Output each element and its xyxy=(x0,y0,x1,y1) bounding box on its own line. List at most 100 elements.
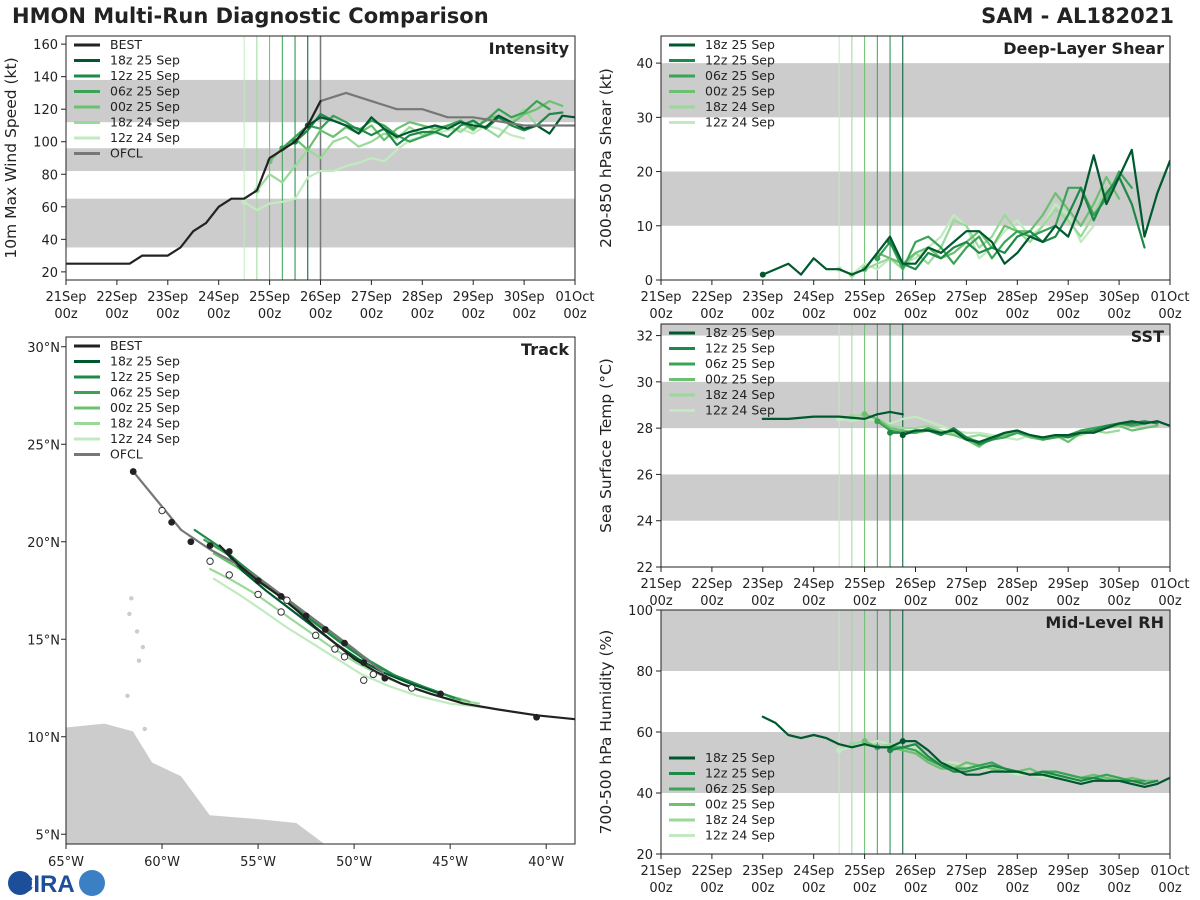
rh-legend-label: 18z 24 Sep xyxy=(705,812,775,827)
intensity-init-point xyxy=(241,198,248,205)
shear-series-line xyxy=(876,170,1133,271)
track-best-point xyxy=(437,690,444,698)
sst-xtick-day: 24Sep xyxy=(793,577,834,592)
track-best-point xyxy=(302,612,310,620)
shear-xtick-hour: 00z xyxy=(853,307,877,322)
shear-init-point xyxy=(874,255,881,262)
sst-init-point xyxy=(899,432,906,439)
rh-xtick-day: 22Sep xyxy=(691,864,732,879)
track-ytick-label: 20°N xyxy=(27,536,60,551)
sst-ytick-label: 26 xyxy=(636,468,653,483)
sst-xtick-hour: 00z xyxy=(1107,594,1131,609)
intensity-xtick-day: 22Sep xyxy=(96,290,137,305)
sst-xtick-hour: 00z xyxy=(751,594,775,609)
rh-legend-label: 18z 25 Sep xyxy=(705,750,775,765)
shear-ytick-label: 30 xyxy=(636,111,653,126)
rh-xtick-hour: 00z xyxy=(904,881,928,896)
intensity-xtick-day: 25Sep xyxy=(249,290,290,305)
sst-ytick-label: 32 xyxy=(636,330,653,345)
shear-xtick-hour: 00z xyxy=(649,307,673,322)
track-island xyxy=(134,629,140,634)
track-xtick-label: 55°W xyxy=(240,855,276,870)
intensity-xtick-day: 23Sep xyxy=(147,290,188,305)
cira-logo-text: CIRA xyxy=(16,871,75,898)
intensity-xtick-day: 27Sep xyxy=(351,290,392,305)
track-ytick-label: 10°N xyxy=(27,731,60,746)
rh-ytick-label: 20 xyxy=(636,848,653,863)
intensity-ytick-label: 40 xyxy=(41,233,58,248)
track-ytick-label: 30°N xyxy=(27,341,60,356)
sst-best-line xyxy=(761,410,904,420)
rh-xtick-day: 27Sep xyxy=(946,864,987,879)
track-open-point xyxy=(225,571,233,579)
track-xtick-label: 40°W xyxy=(528,855,564,870)
intensity-best-line xyxy=(66,99,322,265)
rh-ytick-label: 60 xyxy=(636,726,653,741)
sst-xtick-day: 21Sep xyxy=(640,577,681,592)
intensity-ylabel: 10m Max Wind Speed (kt) xyxy=(2,57,20,258)
intensity-xtick-day: 28Sep xyxy=(402,290,443,305)
track-island xyxy=(136,658,142,663)
rh-xtick-hour: 00z xyxy=(1107,881,1131,896)
track-open-point xyxy=(277,608,285,616)
intensity-legend-label: 00z 25 Sep xyxy=(110,99,180,114)
track-series-line xyxy=(209,567,481,705)
rh-title: Mid-Level RH xyxy=(1045,613,1164,632)
track-best-point xyxy=(187,538,195,546)
track-ofcl-point xyxy=(129,468,137,475)
shear-ytick-label: 20 xyxy=(636,166,653,181)
track-best-point xyxy=(277,592,285,600)
sst-title: SST xyxy=(1131,327,1164,346)
shear-ytick-label: 0 xyxy=(645,274,653,289)
sst-xtick-hour: 00z xyxy=(955,594,979,609)
rh-legend-label: 06z 25 Sep xyxy=(705,781,775,796)
shear-ylabel: 200-850 hPa Shear (kt) xyxy=(597,68,615,248)
intensity-legend-label: 06z 25 Sep xyxy=(110,84,180,99)
intensity-xtick-hour: 00z xyxy=(360,307,384,322)
shear-legend-label: 00z 25 Sep xyxy=(705,84,775,99)
intensity-ytick-label: 140 xyxy=(33,71,58,86)
rh-xtick-day: 26Sep xyxy=(895,864,936,879)
track-xtick-label: 45°W xyxy=(432,855,468,870)
track-legend-label: 06z 25 Sep xyxy=(110,385,180,400)
shear-xtick-day: 26Sep xyxy=(895,290,936,305)
intensity-ytick-label: 120 xyxy=(33,103,58,118)
shear-series-line xyxy=(761,148,1170,276)
shear-series-line xyxy=(850,186,1108,276)
track-legend-label: 12z 24 Sep xyxy=(110,431,180,446)
track-series-line xyxy=(203,538,461,701)
track-best-point xyxy=(321,626,329,633)
track-frame xyxy=(65,336,576,845)
shear-xtick-day: 23Sep xyxy=(742,290,783,305)
sst-band xyxy=(661,474,1170,521)
shear-xtick-hour: 00z xyxy=(700,307,724,322)
rh-ytick-label: 100 xyxy=(628,604,653,619)
track-island xyxy=(129,596,134,601)
track-open-point xyxy=(340,653,349,661)
intensity-xtick-hour: 00z xyxy=(105,307,129,322)
sst-init-point xyxy=(874,418,881,425)
shear-series-line xyxy=(888,175,1146,271)
sst-xtick-hour: 00z xyxy=(649,594,673,609)
intensity-ytick-label: 100 xyxy=(33,136,58,151)
cira-logo: CIRA xyxy=(8,870,105,898)
intensity-xtick-hour: 00z xyxy=(563,307,587,322)
track-open-point xyxy=(408,684,416,692)
intensity-ytick-label: 160 xyxy=(33,38,58,53)
track-best-point xyxy=(341,639,348,647)
shear-xtick-hour: 00z xyxy=(751,307,775,322)
track-best-point xyxy=(381,674,389,682)
track-open-point xyxy=(331,645,339,653)
sst-xtick-hour: 00z xyxy=(700,594,724,609)
shear-init-point xyxy=(759,271,766,278)
rh-best-line xyxy=(761,715,904,749)
intensity-ytick-label: 60 xyxy=(41,201,58,216)
intensity-xtick-day: 24Sep xyxy=(198,290,239,305)
intensity-legend-label: 18z 25 Sep xyxy=(110,53,180,68)
rh-xtick-day: 01Oct xyxy=(1150,864,1189,879)
track-open-point xyxy=(206,557,214,565)
track-best-point xyxy=(225,548,233,555)
track-best-point xyxy=(254,577,262,585)
intensity-xtick-hour: 00z xyxy=(207,307,231,322)
sst-xtick-hour: 00z xyxy=(904,594,928,609)
